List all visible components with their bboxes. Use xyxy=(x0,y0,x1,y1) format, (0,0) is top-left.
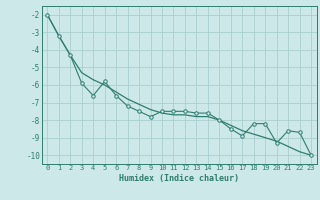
X-axis label: Humidex (Indice chaleur): Humidex (Indice chaleur) xyxy=(119,174,239,183)
